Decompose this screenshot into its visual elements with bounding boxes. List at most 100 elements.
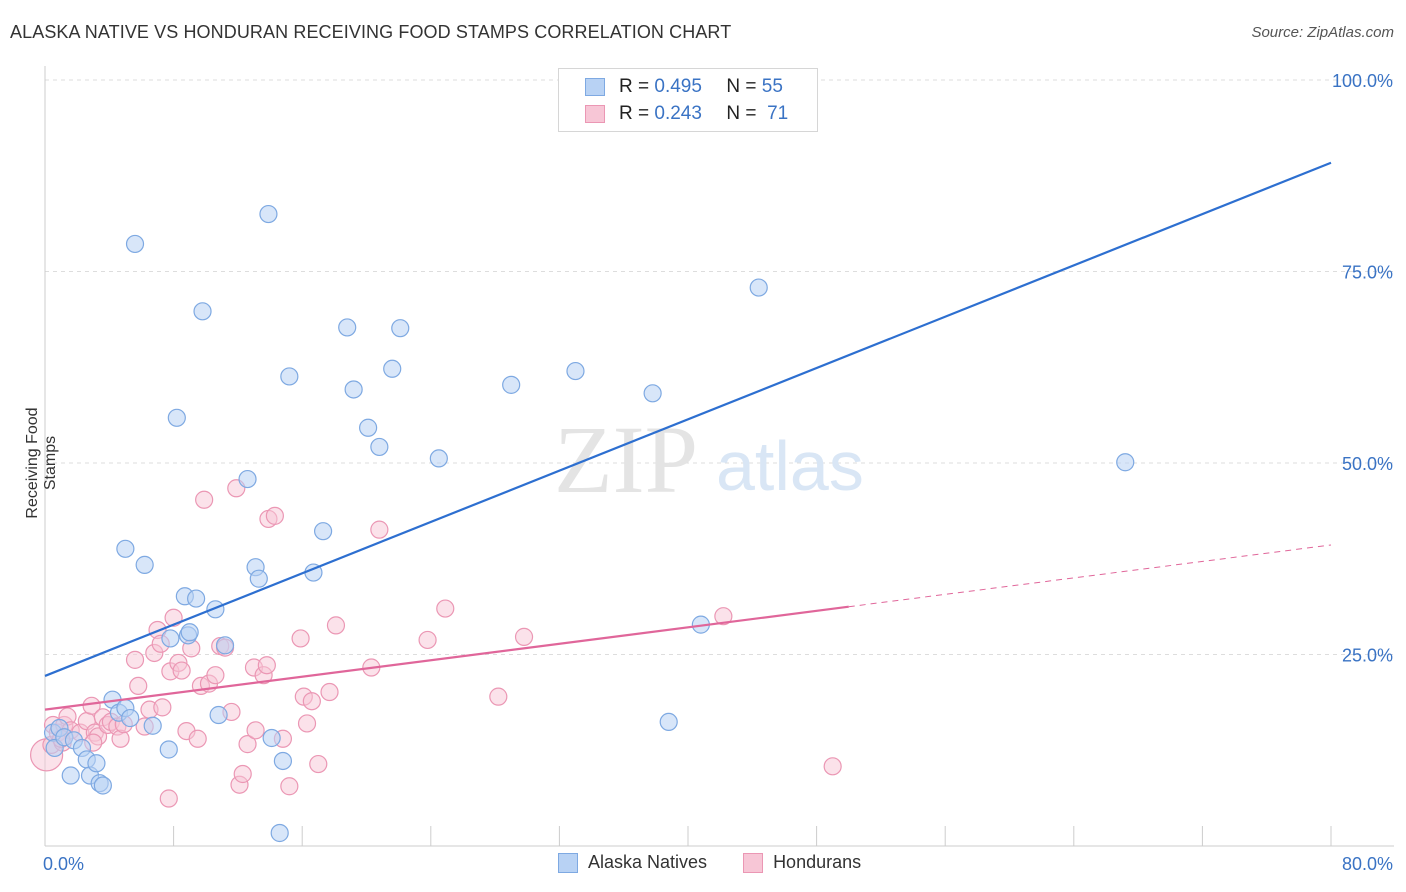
data-point-alaska <box>249 569 268 588</box>
legend-row-alaska: R = 0.495 N = 55 <box>585 76 783 98</box>
data-point-honduran <box>206 666 225 685</box>
legend-r-label: R = <box>619 103 650 124</box>
data-point-alaska <box>167 408 186 427</box>
source-label: Source: ZipAtlas.com <box>1251 24 1394 41</box>
axes <box>44 66 1394 847</box>
data-point-alaska <box>206 600 225 619</box>
data-point-honduran <box>265 506 284 525</box>
data-point-alaska <box>209 705 228 725</box>
x-tick-label: 0.0% <box>43 854 84 874</box>
data-point-alaska <box>391 319 410 338</box>
data-point-alaska <box>344 380 363 399</box>
legend-item-alaska[interactable]: Alaska Natives <box>558 852 707 873</box>
data-point-honduran <box>714 607 733 626</box>
data-point-honduran <box>823 757 842 776</box>
data-point-alaska <box>87 754 106 773</box>
data-point-alaska <box>61 766 80 785</box>
data-point-honduran <box>514 627 534 646</box>
data-point-honduran <box>291 629 310 648</box>
y-tick-label: 75.0% <box>1342 263 1393 283</box>
legend-item-honduran[interactable]: Hondurans <box>743 852 861 873</box>
data-point-honduran <box>257 656 276 675</box>
data-point-alaska <box>161 629 180 648</box>
data-point-alaska <box>566 361 585 381</box>
data-point-honduran <box>302 692 321 711</box>
data-point-alaska <box>116 539 135 558</box>
data-point-honduran <box>280 777 299 796</box>
stats-legend: R = 0.495 N = 55 R = 0.243 N = 71 <box>558 68 818 132</box>
data-point-honduran <box>246 721 265 740</box>
legend-r-value: 0.495 <box>654 76 702 97</box>
legend-n-value: 71 <box>767 103 789 124</box>
trend-lines <box>44 161 1332 711</box>
data-point-alaska <box>273 751 293 771</box>
data-point-honduran <box>297 714 317 733</box>
watermark-atlas: atlas <box>716 427 864 505</box>
legend-n-label: N = <box>726 76 757 97</box>
series-hondurans <box>30 479 842 808</box>
watermark-zip: ZIP <box>554 406 698 513</box>
data-point-alaska <box>383 359 402 378</box>
data-point-alaska <box>215 636 235 655</box>
data-point-alaska <box>370 437 389 457</box>
data-point-alaska <box>238 469 257 489</box>
data-point-honduran <box>309 754 328 774</box>
legend-swatch-alaska <box>585 78 605 96</box>
watermark: ZIP atlas <box>554 406 864 513</box>
data-point-alaska <box>643 384 662 403</box>
data-point-alaska <box>143 716 162 735</box>
data-point-honduran <box>125 650 145 669</box>
trend-line-honduran-extension <box>848 544 1332 608</box>
trend-line-honduran <box>44 605 849 711</box>
x-tick-labels: 0.0% 80.0% <box>43 854 1393 874</box>
legend-swatch-honduran <box>585 105 605 123</box>
trend-line-alaska <box>44 161 1332 677</box>
legend-r-value: 0.243 <box>654 103 702 124</box>
data-point-alaska <box>1116 453 1135 472</box>
data-point-alaska <box>280 367 299 386</box>
data-point-alaska <box>121 708 140 728</box>
data-point-alaska <box>135 555 154 574</box>
series-alaska-natives <box>43 204 1135 843</box>
legend-swatch-honduran <box>743 852 764 873</box>
legend-label-honduran: Hondurans <box>773 852 862 872</box>
data-point-alaska <box>502 375 521 394</box>
data-point-alaska <box>187 589 206 608</box>
data-point-alaska <box>359 418 378 437</box>
data-point-honduran <box>326 616 346 635</box>
data-point-honduran <box>188 729 207 748</box>
y-axis-label: Receiving Food Stamps <box>24 407 59 519</box>
legend-label-alaska: Alaska Natives <box>588 852 708 872</box>
legend-row-honduran: R = 0.243 N = 71 <box>585 103 788 125</box>
data-point-alaska <box>749 278 768 297</box>
chart-title: ALASKA NATIVE VS HONDURAN RECEIVING FOOD… <box>10 22 732 42</box>
y-tick-labels: 100.0% 75.0% 50.0% 25.0% <box>1332 71 1393 666</box>
data-point-honduran <box>159 789 178 808</box>
legend-r-label: R = <box>619 76 650 97</box>
data-point-alaska <box>429 449 448 468</box>
data-point-honduran <box>153 698 172 717</box>
legend-n-value: 55 <box>761 76 783 97</box>
data-point-alaska <box>93 776 112 795</box>
data-point-alaska <box>338 318 357 337</box>
data-point-alaska <box>125 234 145 254</box>
data-point-honduran <box>129 676 148 696</box>
data-point-alaska <box>159 740 178 759</box>
data-point-honduran <box>172 661 191 680</box>
y-tick-label: 25.0% <box>1342 646 1393 666</box>
data-point-alaska <box>313 522 333 541</box>
data-point-alaska <box>270 823 289 843</box>
data-point-honduran <box>320 682 339 702</box>
y-tick-label: 50.0% <box>1342 454 1393 474</box>
data-point-honduran <box>370 520 389 539</box>
data-point-alaska <box>193 302 212 321</box>
series-legend: Alaska Natives Hondurans <box>558 852 897 873</box>
data-point-honduran <box>233 764 252 784</box>
x-tick-label: 80.0% <box>1342 854 1393 874</box>
data-point-honduran <box>195 490 214 509</box>
legend-swatch-alaska <box>558 852 578 873</box>
data-point-alaska <box>259 204 278 224</box>
legend-n-label: N = <box>726 103 757 124</box>
data-point-honduran <box>436 599 455 618</box>
